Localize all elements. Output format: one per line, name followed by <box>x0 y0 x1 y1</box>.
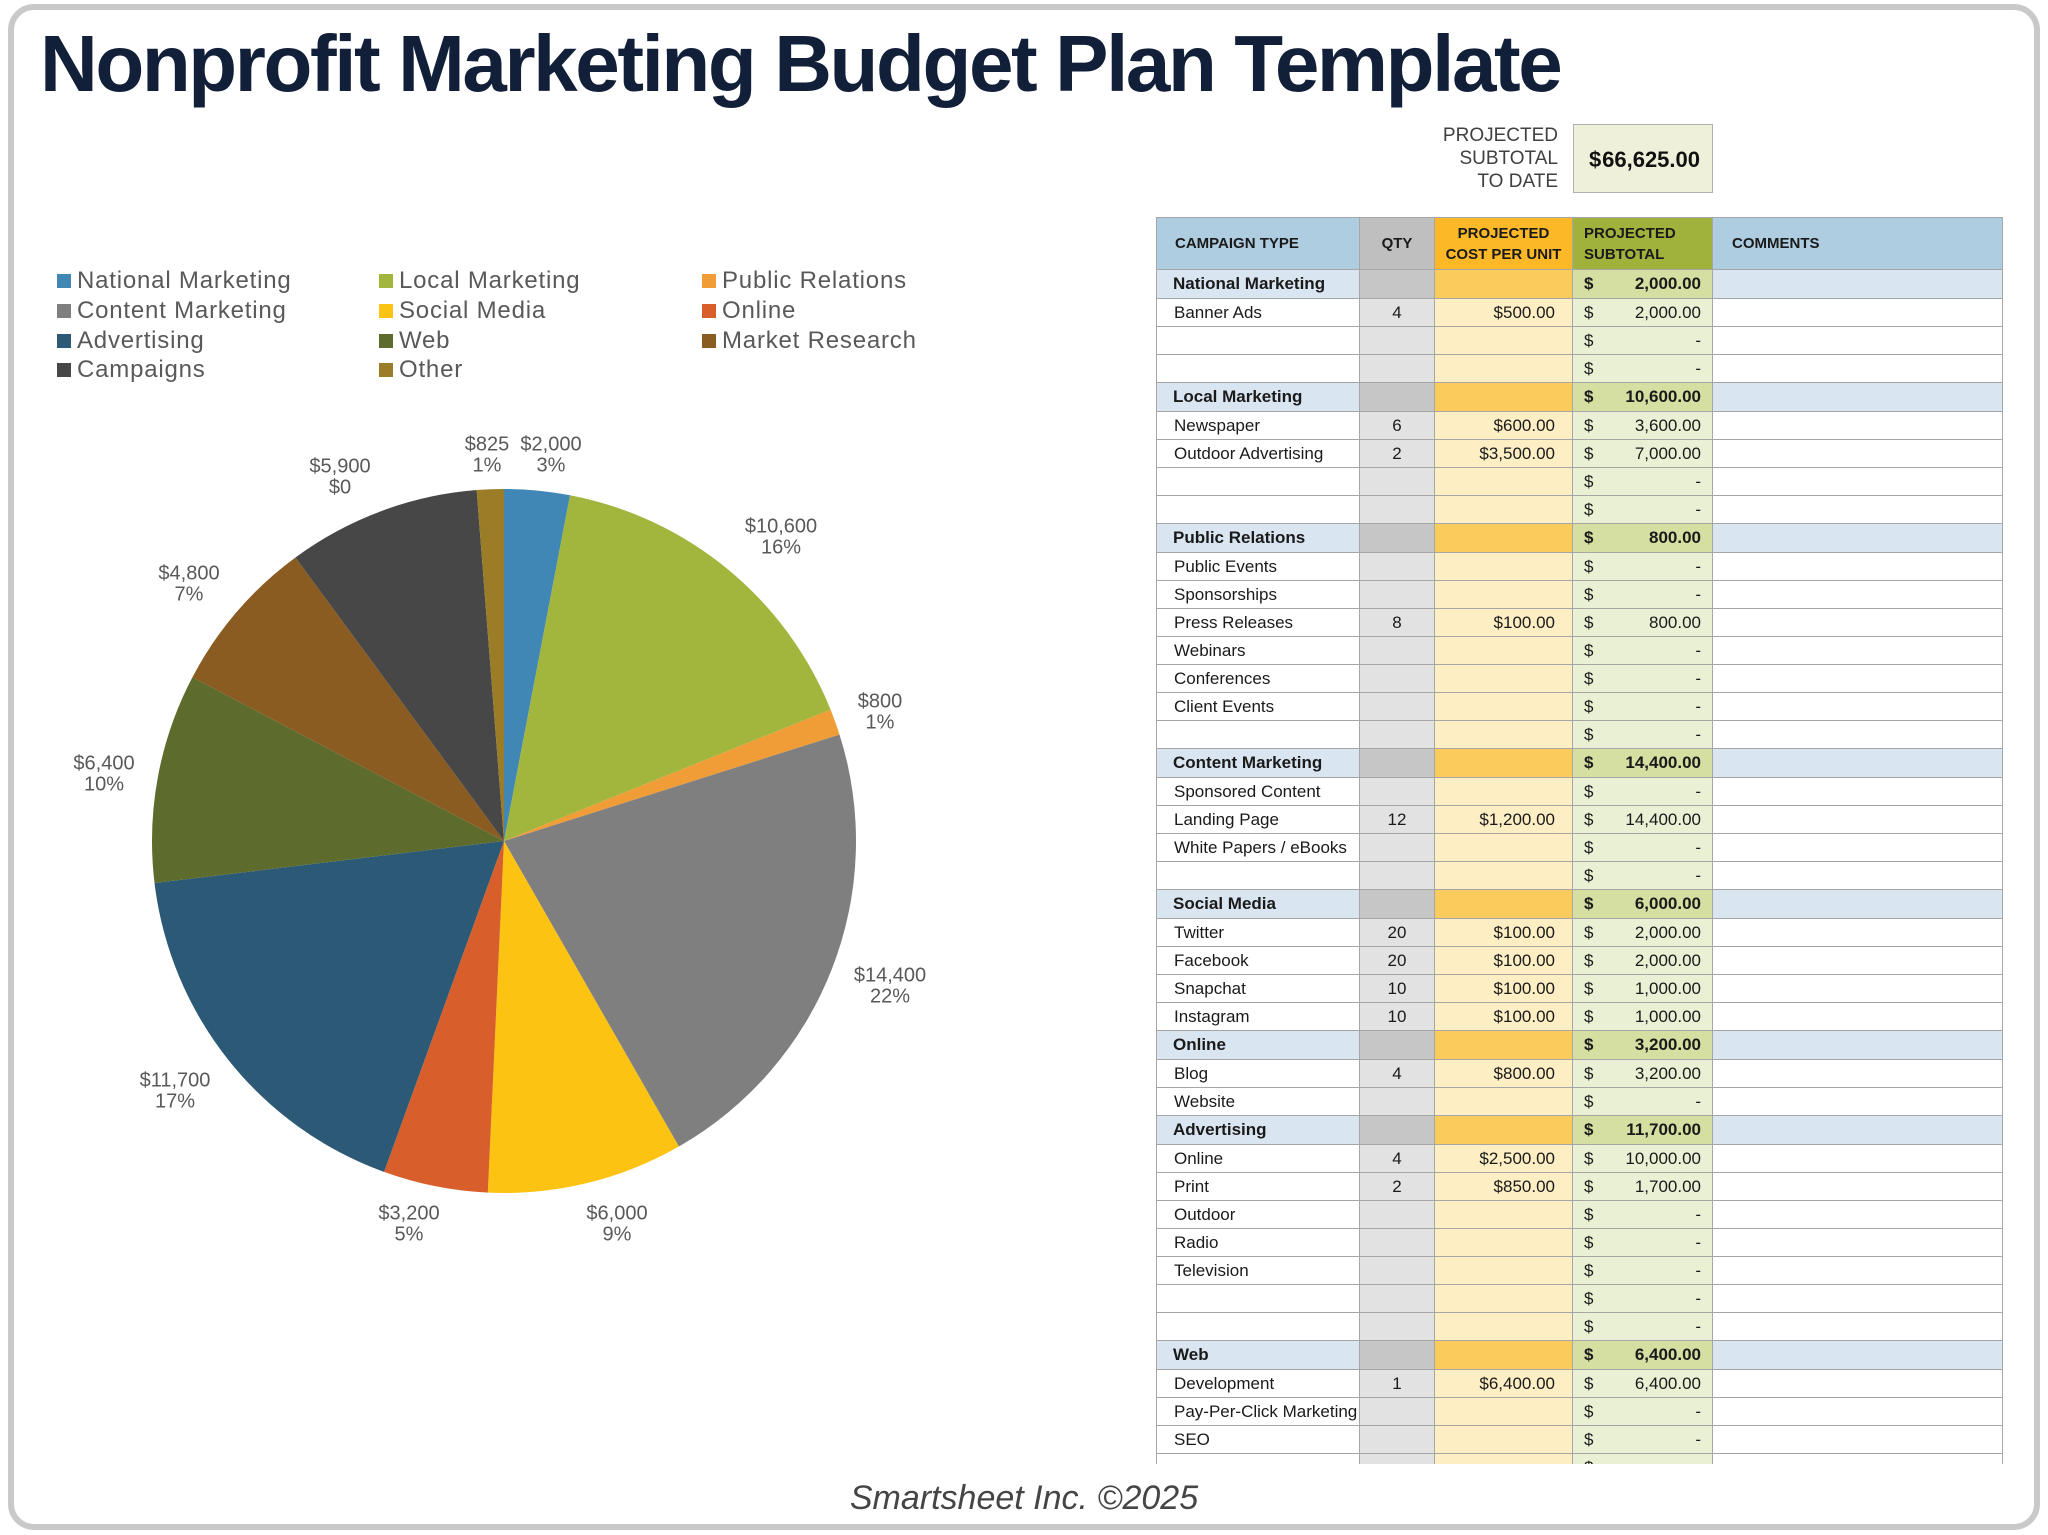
svg-text:1%: 1% <box>866 711 895 733</box>
svg-text:$4,800: $4,800 <box>158 562 219 584</box>
svg-text:$5,900: $5,900 <box>309 455 370 477</box>
svg-text:$825: $825 <box>465 433 510 455</box>
svg-text:7%: 7% <box>175 583 204 605</box>
svg-text:$800: $800 <box>858 690 903 712</box>
svg-text:$0: $0 <box>329 476 351 498</box>
svg-text:$14,400: $14,400 <box>854 964 926 986</box>
svg-text:22%: 22% <box>870 985 910 1007</box>
svg-text:10%: 10% <box>84 773 124 795</box>
svg-text:1%: 1% <box>473 454 502 476</box>
svg-text:3%: 3% <box>537 454 566 476</box>
svg-text:17%: 17% <box>155 1090 195 1112</box>
svg-text:5%: 5% <box>395 1223 424 1245</box>
svg-text:$10,600: $10,600 <box>745 515 817 537</box>
svg-text:$11,700: $11,700 <box>140 1069 211 1091</box>
svg-text:9%: 9% <box>603 1223 632 1245</box>
svg-text:$3,200: $3,200 <box>378 1202 439 1224</box>
svg-text:16%: 16% <box>761 536 801 558</box>
svg-text:$6,000: $6,000 <box>586 1202 647 1224</box>
svg-text:$2,000: $2,000 <box>520 433 581 455</box>
svg-text:$6,400: $6,400 <box>73 752 134 774</box>
